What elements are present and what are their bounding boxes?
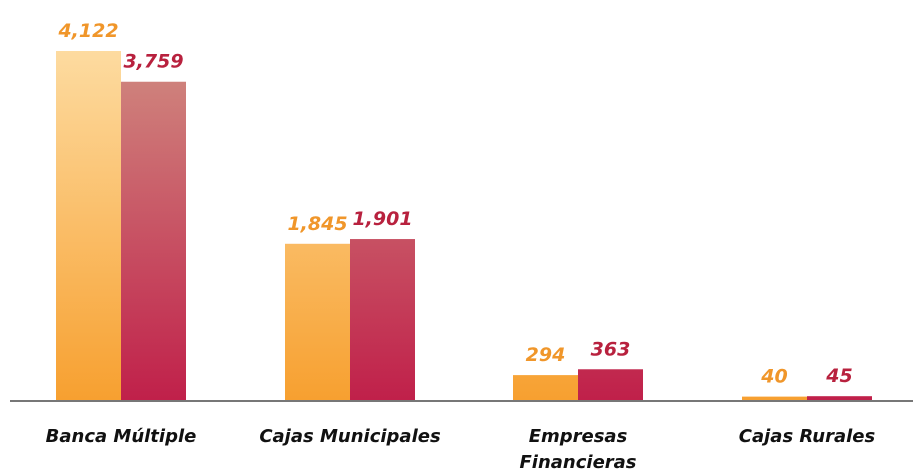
value-label: 40: [760, 366, 787, 388]
x-tick-label: Banca Múltiple: [45, 426, 197, 447]
bar: [578, 369, 643, 400]
x-tick-label: Cajas Rurales: [738, 426, 876, 447]
bar: [742, 396, 807, 400]
bar: [350, 239, 415, 400]
x-tick-label: Cajas Municipales: [259, 426, 441, 447]
bar: [807, 396, 872, 400]
value-label: 1,901: [352, 208, 412, 230]
value-label: 4,122: [57, 20, 118, 42]
value-label: 3,759: [123, 51, 183, 73]
value-label: 294: [526, 344, 566, 366]
bar: [285, 243, 350, 400]
value-label: 45: [825, 365, 852, 387]
bar: [513, 375, 578, 400]
bar: [56, 51, 121, 400]
x-tick-label: Empresas Financieras: [519, 426, 637, 473]
value-label: 363: [591, 338, 631, 360]
value-label: 1,845: [287, 213, 347, 235]
bar: [121, 81, 186, 401]
